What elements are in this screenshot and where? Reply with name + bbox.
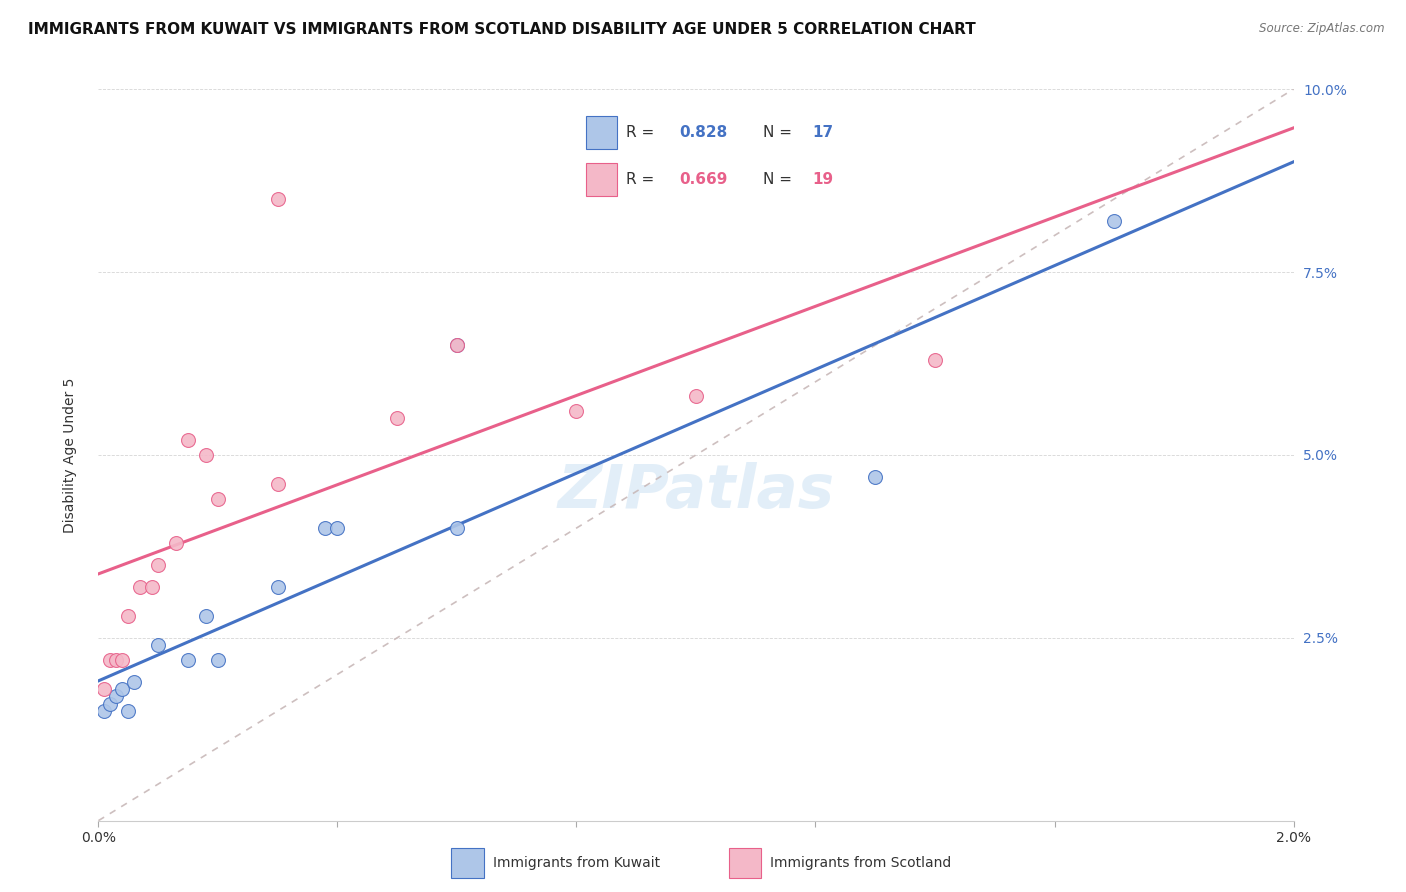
Point [924, 352, 946, 367]
Text: Immigrants from Scotland: Immigrants from Scotland [770, 856, 952, 870]
Point [111, 681, 134, 696]
Point [267, 477, 290, 491]
Point [446, 338, 468, 352]
Text: Immigrants from Kuwait: Immigrants from Kuwait [492, 856, 659, 870]
Y-axis label: Disability Age Under 5: Disability Age Under 5 [63, 377, 77, 533]
Point [446, 521, 468, 535]
Point [177, 653, 200, 667]
Point [194, 448, 218, 462]
Point [105, 690, 128, 704]
Point [863, 470, 886, 484]
Text: IMMIGRANTS FROM KUWAIT VS IMMIGRANTS FROM SCOTLAND DISABILITY AGE UNDER 5 CORREL: IMMIGRANTS FROM KUWAIT VS IMMIGRANTS FRO… [28, 22, 976, 37]
Point [177, 434, 200, 448]
Point [117, 704, 139, 718]
Point [314, 521, 337, 535]
Point [1102, 214, 1125, 228]
Point [124, 674, 146, 689]
Point [207, 653, 229, 667]
Point [207, 491, 229, 506]
Point [117, 608, 139, 623]
Bar [451, 848, 484, 878]
Point [685, 389, 707, 403]
Point [148, 558, 170, 572]
Point [194, 608, 218, 623]
Point [98, 653, 122, 667]
Point [165, 535, 187, 549]
Point [93, 681, 115, 696]
Text: Source: ZipAtlas.com: Source: ZipAtlas.com [1260, 22, 1385, 36]
Point [267, 192, 290, 206]
Point [105, 653, 128, 667]
Point [267, 580, 290, 594]
Point [326, 521, 349, 535]
Point [446, 338, 468, 352]
Point [129, 580, 152, 594]
Point [565, 404, 588, 418]
Point [141, 580, 163, 594]
Point [385, 411, 409, 425]
Text: ZIPatlas: ZIPatlas [557, 462, 835, 521]
Point [111, 653, 134, 667]
Bar [728, 848, 762, 878]
Point [93, 704, 115, 718]
Point [98, 697, 122, 711]
Point [148, 638, 170, 652]
